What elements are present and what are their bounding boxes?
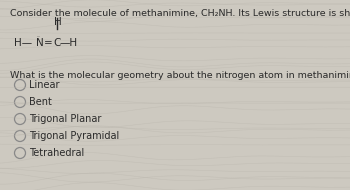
Text: Tetrahedral: Tetrahedral <box>29 148 85 158</box>
Text: Bent: Bent <box>29 97 52 107</box>
Text: C: C <box>53 38 60 48</box>
Text: Consider the molecule of methanimine, CH₂NH. Its Lewis structure is shown: Consider the molecule of methanimine, CH… <box>10 9 350 18</box>
Text: =: = <box>44 38 53 48</box>
Text: H—: H— <box>14 38 32 48</box>
Text: —H: —H <box>60 38 78 48</box>
Text: What is the molecular geometry about the nitrogen atom in methanimine?: What is the molecular geometry about the… <box>10 71 350 80</box>
Text: N: N <box>36 38 44 48</box>
Text: Trigonal Pyramidal: Trigonal Pyramidal <box>29 131 120 141</box>
Text: Trigonal Planar: Trigonal Planar <box>29 114 102 124</box>
Text: ··: ·· <box>36 34 40 39</box>
Text: H: H <box>54 17 62 27</box>
Text: Linear: Linear <box>29 80 60 90</box>
